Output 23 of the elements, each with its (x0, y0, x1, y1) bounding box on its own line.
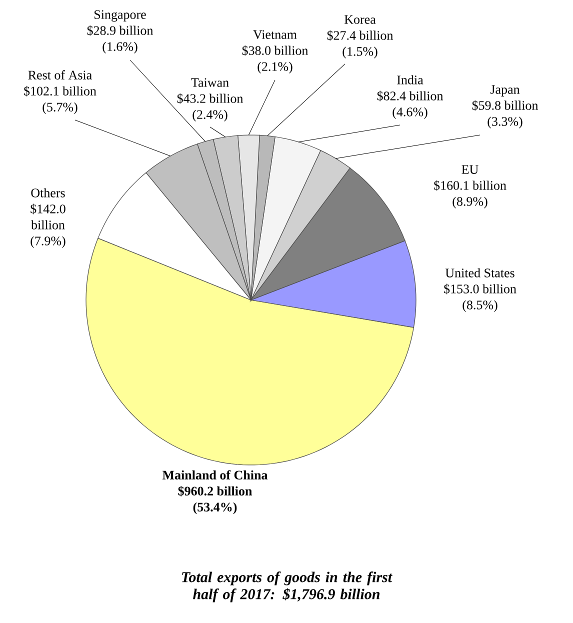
data-label: $43.2 billion (2.4%) (177, 93, 244, 122)
text: Total exports of goods in the first half of 2017: $1,796.9 billion (182, 572, 392, 602)
slice-label: Rest of Asia (28, 70, 92, 80)
data-label: $38.0 billion (2.1%) (242, 45, 308, 74)
slice-label: Taiwan (191, 78, 229, 87)
data-label: $153.0 billion (8.5%) (444, 284, 516, 312)
slice-label: Others (31, 188, 65, 198)
slice-label: Japan (490, 85, 520, 96)
slice-label: Singapore (94, 10, 146, 22)
slice-label: Mainland of China (162, 470, 268, 480)
slice-label: India (397, 75, 424, 84)
data-label: $160.1 billion (8.9%) (434, 180, 506, 208)
slice-label: Korea (344, 15, 376, 24)
slice-label: EU (462, 165, 478, 174)
data-label: $28.9 billion (1.6%) (87, 25, 154, 54)
data-label: $59.8 billion (3.3%) (472, 100, 538, 128)
data-label: $102.1 billion (5.7%) (24, 86, 96, 114)
data-label: $82.4 billion (4.6%) (377, 90, 444, 119)
slice-label: United States (445, 268, 514, 278)
data-label: $960.2 billion (53.4%) (178, 486, 252, 514)
slice-label: Vietnam (253, 30, 297, 40)
data-label: $27.4 billion (1.5%) (327, 30, 394, 58)
data-label: $142.0 billion (7.9%) (30, 204, 66, 248)
